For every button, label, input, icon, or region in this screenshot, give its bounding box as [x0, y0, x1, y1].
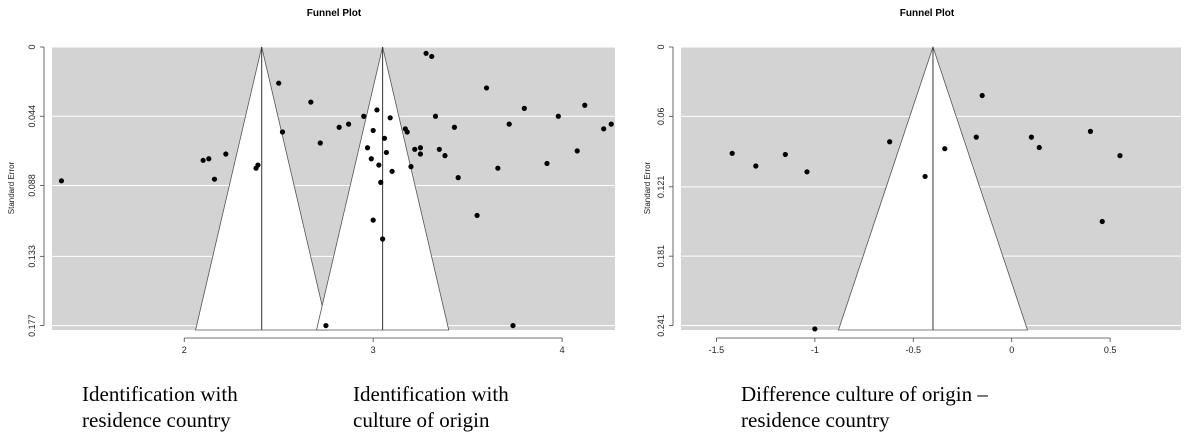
left-point-44 — [436, 146, 442, 152]
left-point-12 — [417, 151, 424, 157]
left-point-28 — [374, 107, 380, 113]
funnel-plot-right: Funnel Plot 0 0.06 0.121 0.181 0.241 -1.5 -1 -0… — [643, 8, 1181, 355]
left-point-0 — [58, 178, 65, 184]
left-point-19 — [601, 126, 607, 132]
right-point-2 — [782, 151, 788, 158]
left-y-axis-label: Standard Error — [7, 161, 16, 214]
left-x-tick-label-0: 2 — [182, 345, 187, 355]
caption-residence-country: Identification with residence country — [82, 382, 238, 432]
left-point-51 — [510, 322, 516, 329]
left-point-48 — [483, 85, 490, 91]
left-point-21 — [308, 99, 314, 105]
right-point-1 — [753, 163, 759, 169]
caption-difference: Difference culture of origin – residence… — [741, 382, 988, 432]
left-funnels — [195, 46, 450, 331]
left-point-20 — [608, 121, 614, 127]
left-point-27 — [370, 127, 376, 134]
right-point-13 — [1099, 218, 1105, 225]
left-y-tick-label-4: 0.177 — [27, 314, 37, 337]
left-point-23 — [346, 121, 352, 127]
right-x-tick-label-2: -0.5 — [906, 345, 922, 355]
left-point-25 — [364, 145, 371, 151]
left-point-34 — [387, 115, 393, 121]
right-y-tick-label-0: 0 — [656, 44, 666, 49]
left-axes: 0 0.044 0.088 0.133 0.177 2 3 4 — [27, 44, 565, 355]
left-point-32 — [381, 135, 388, 141]
right-y-axis-label: Standard Error — [643, 161, 652, 214]
right-funnels — [837, 45, 1029, 331]
left-point-37 — [404, 129, 410, 135]
left-plot-title: Funnel Plot — [307, 8, 362, 19]
left-point-16 — [555, 113, 561, 119]
left-point-7 — [276, 80, 282, 86]
right-points — [729, 92, 1123, 332]
left-point-9 — [317, 140, 323, 146]
caption-culture-of-origin: Identification with culture of origin — [353, 382, 509, 432]
right-point-11 — [1036, 144, 1042, 151]
left-point-14 — [521, 105, 527, 111]
right-point-10 — [1028, 134, 1034, 140]
right-point-9 — [979, 92, 985, 99]
left-point-47 — [455, 175, 461, 181]
left-point-41 — [423, 50, 429, 56]
left-point-10 — [323, 322, 329, 329]
left-point-29 — [376, 162, 382, 168]
left-point-42 — [429, 53, 435, 60]
left-point-8 — [279, 129, 286, 135]
right-point-12 — [1087, 128, 1094, 134]
funnel-plot-left: Funnel Plot 0 0.044 0.088 0.133 0.177 2 3 4 Sta… — [7, 8, 615, 355]
left-y-tick-label-0: 0 — [27, 44, 37, 49]
left-point-26 — [368, 156, 374, 162]
right-y-tick-label-3: 0.181 — [656, 245, 666, 268]
right-point-3 — [804, 169, 810, 175]
left-point-46 — [451, 124, 458, 130]
right-point-8 — [973, 134, 979, 140]
left-point-38 — [408, 164, 414, 170]
left-point-50 — [506, 121, 512, 127]
left-point-6 — [255, 162, 261, 168]
left-y-tick-label-1: 0.044 — [27, 105, 37, 128]
left-point-43 — [432, 113, 439, 119]
left-point-22 — [336, 124, 342, 130]
left-point-39 — [412, 146, 418, 152]
left-x-tick-label-2: 4 — [560, 345, 565, 355]
right-y-tick-label-4: 0.241 — [656, 314, 666, 337]
right-point-7 — [942, 146, 948, 152]
right-y-tick-label-1: 0.06 — [656, 108, 666, 126]
right-point-0 — [729, 150, 735, 156]
left-point-13 — [474, 212, 480, 219]
left-point-11 — [370, 217, 376, 223]
left-point-18 — [582, 102, 588, 108]
left-point-49 — [495, 165, 501, 171]
right-point-6 — [922, 173, 928, 180]
right-point-5 — [887, 139, 893, 145]
right-x-tick-label-1: -1 — [811, 345, 819, 355]
right-x-tick-label-3: 0 — [1009, 345, 1014, 355]
right-y-tick-label-2: 0.121 — [656, 176, 666, 199]
left-point-40 — [417, 145, 424, 151]
left-point-30 — [378, 179, 384, 185]
left-point-4 — [223, 151, 229, 157]
left-point-24 — [361, 113, 367, 119]
left-point-15 — [544, 160, 550, 167]
right-point-4 — [812, 326, 818, 332]
left-point-2 — [206, 156, 212, 162]
left-points — [58, 50, 614, 329]
left-point-3 — [211, 176, 218, 182]
left-point-35 — [389, 168, 395, 174]
left-point-33 — [383, 149, 389, 156]
left-point-45 — [442, 153, 448, 159]
left-y-tick-label-2: 0.088 — [27, 174, 37, 197]
right-point-14 — [1117, 153, 1123, 159]
left-y-tick-label-3: 0.133 — [27, 245, 37, 268]
right-x-tick-label-0: -1.5 — [709, 345, 725, 355]
right-plot-title: Funnel Plot — [900, 8, 955, 19]
left-x-tick-label-1: 3 — [371, 345, 376, 355]
left-point-1 — [200, 157, 206, 163]
left-point-17 — [574, 148, 580, 154]
right-x-tick-label-4: 0.5 — [1104, 345, 1117, 355]
right-axes: 0 0.06 0.121 0.181 0.241 -1.5 -1 -0.5 0 0.5 — [656, 44, 1116, 355]
left-point-31 — [380, 236, 386, 242]
